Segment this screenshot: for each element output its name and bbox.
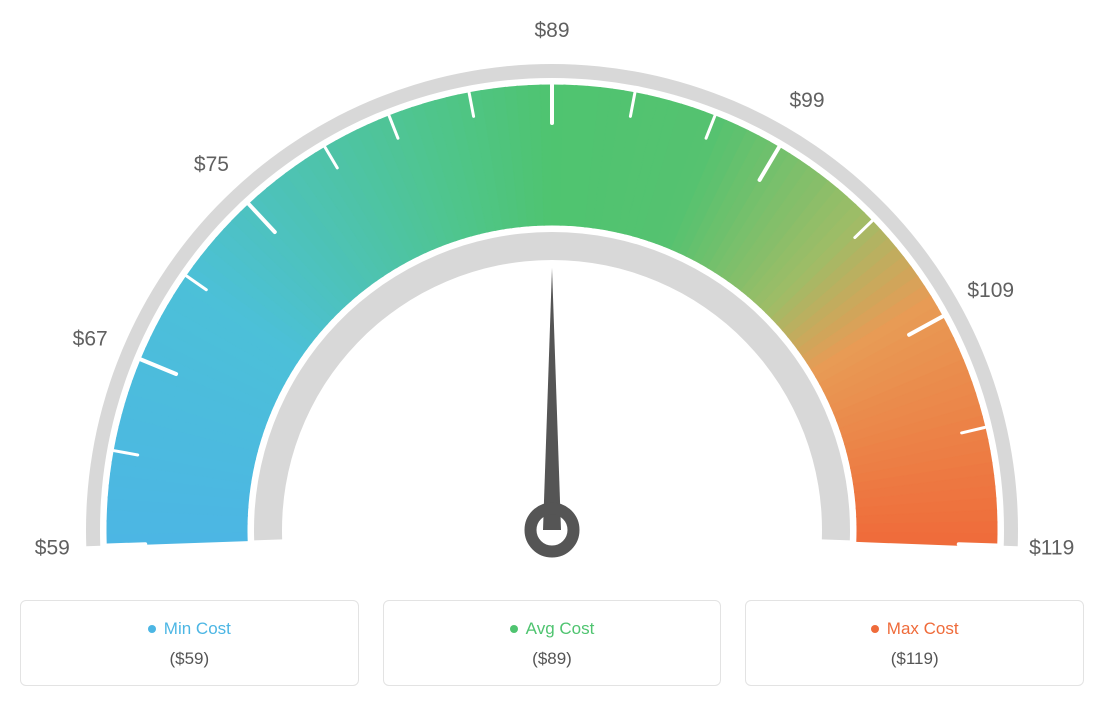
gauge-svg: $59 $67 $75 $89 $99 $109 $119 — [20, 20, 1084, 580]
legend-title: Avg Cost — [510, 619, 595, 639]
gauge-tick-label: $59 — [35, 536, 70, 559]
gauge-tick-label: $119 — [1029, 536, 1074, 559]
legend-value: ($89) — [394, 649, 711, 669]
legend-card-min: Min Cost ($59) — [20, 600, 359, 686]
gauge-tick-label: $75 — [194, 153, 229, 176]
cost-gauge-chart: $59 $67 $75 $89 $99 $109 $119 — [20, 20, 1084, 580]
min-dot-icon — [148, 625, 156, 633]
legend-label: Avg Cost — [526, 619, 595, 639]
legend-label: Max Cost — [887, 619, 959, 639]
legend-title: Max Cost — [871, 619, 959, 639]
gauge-tick-label: $109 — [967, 279, 1014, 302]
legend-label: Min Cost — [164, 619, 231, 639]
legend-row: Min Cost ($59) Avg Cost ($89) Max Cost ($119) — [20, 600, 1084, 686]
legend-card-avg: Avg Cost ($89) — [383, 600, 722, 686]
avg-dot-icon — [510, 625, 518, 633]
gauge-tick-label: $99 — [789, 89, 824, 112]
gauge-tick-label: $89 — [534, 20, 569, 42]
legend-card-max: Max Cost ($119) — [745, 600, 1084, 686]
gauge-tick-label: $67 — [73, 327, 108, 350]
legend-value: ($119) — [756, 649, 1073, 669]
legend-value: ($59) — [31, 649, 348, 669]
legend-title: Min Cost — [148, 619, 231, 639]
gauge-needle — [543, 268, 561, 530]
max-dot-icon — [871, 625, 879, 633]
